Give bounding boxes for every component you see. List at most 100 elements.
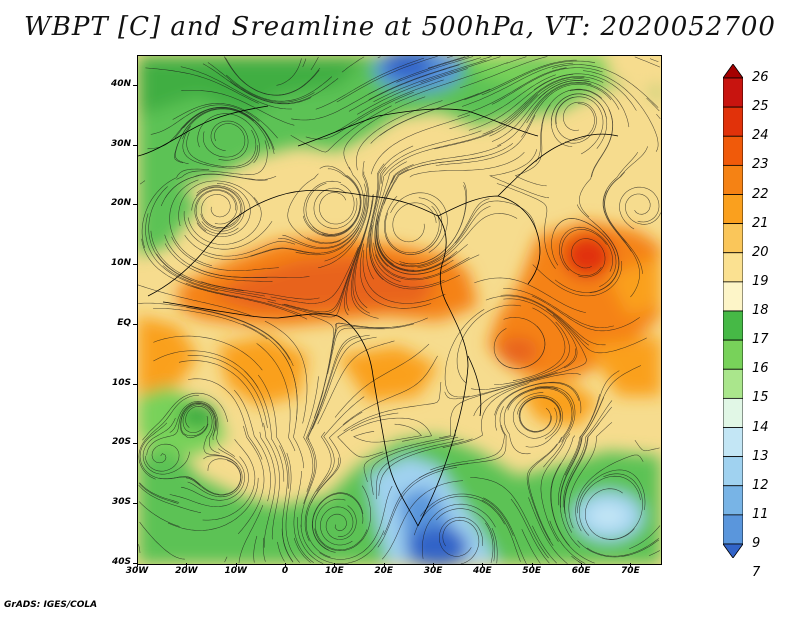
streamline <box>150 230 244 292</box>
streamline <box>563 406 613 514</box>
streamline <box>303 180 353 236</box>
streamline <box>356 100 443 171</box>
streamline <box>201 281 320 300</box>
streamline <box>314 485 371 551</box>
streamline <box>392 202 437 243</box>
streamline <box>186 307 290 360</box>
streamline <box>474 277 586 313</box>
streamline <box>417 213 518 269</box>
streamline <box>257 374 290 489</box>
streamline <box>394 62 508 104</box>
legend-level-label: 12 <box>752 477 769 493</box>
streamline <box>224 556 228 563</box>
streamline <box>376 220 458 271</box>
streamline <box>528 314 587 382</box>
streamline <box>186 129 257 168</box>
streamline <box>325 505 357 540</box>
streamline <box>493 325 546 369</box>
streamline <box>435 508 495 562</box>
streamline <box>303 376 319 492</box>
lat-label: 10N <box>110 258 131 269</box>
streamline <box>138 485 201 513</box>
streamline <box>503 288 614 328</box>
lon-label: 60E <box>571 566 591 576</box>
streamline <box>304 431 332 542</box>
streamline <box>449 74 556 130</box>
streamline <box>350 417 433 442</box>
streamline <box>139 482 180 503</box>
lat-label: EQ <box>117 317 131 328</box>
streamline <box>187 355 268 429</box>
streamline <box>201 194 235 228</box>
legend-swatch <box>723 106 743 137</box>
streamline <box>471 348 576 390</box>
streamline <box>369 166 387 281</box>
streamline <box>518 396 562 433</box>
streamline <box>196 183 251 237</box>
streamline <box>604 146 648 244</box>
streamline <box>194 189 238 232</box>
lat-label: 30N <box>110 138 131 149</box>
streamline <box>485 295 590 346</box>
lat-tick <box>133 563 137 564</box>
streamline <box>559 226 613 272</box>
streamline <box>295 183 367 256</box>
lon-tick <box>334 563 336 567</box>
lon-tick <box>531 563 533 567</box>
legend-swatch <box>723 514 743 545</box>
streamline <box>138 395 199 480</box>
streamline <box>305 91 414 140</box>
streamline <box>264 320 308 424</box>
streamline <box>293 470 314 564</box>
legend-level-label: 13 <box>752 448 769 464</box>
streamline <box>497 82 592 147</box>
streamline <box>185 283 302 315</box>
streamline <box>367 145 414 248</box>
streamline <box>353 423 422 443</box>
streamline <box>531 295 640 332</box>
streamline <box>491 67 603 105</box>
streamline <box>561 229 607 276</box>
streamline <box>473 373 581 417</box>
legend-swatch <box>723 194 743 225</box>
legend-swatch <box>723 543 743 558</box>
streamline <box>233 389 271 502</box>
streamline <box>184 234 296 257</box>
streamline <box>514 104 551 187</box>
streamline <box>534 386 576 468</box>
streamline <box>169 456 249 507</box>
streamline <box>528 436 562 541</box>
lon-tick <box>235 563 237 567</box>
streamline <box>343 96 426 170</box>
streamline <box>187 197 262 245</box>
streamline <box>564 370 620 476</box>
streamline <box>317 340 395 425</box>
streamline <box>144 443 180 472</box>
streamline <box>586 538 660 557</box>
streamline <box>300 524 385 564</box>
lon-tick <box>186 563 188 567</box>
streamline <box>447 56 453 58</box>
streamline <box>178 360 264 428</box>
streamline <box>307 335 358 440</box>
lon-label: 30W <box>125 566 149 576</box>
streamline <box>579 475 641 536</box>
streamline <box>494 382 580 431</box>
lat-label: 20N <box>110 198 131 209</box>
legend-level-label: 24 <box>752 128 769 144</box>
streamline <box>374 219 454 275</box>
streamline <box>302 174 362 237</box>
streamline <box>533 73 637 111</box>
streamline <box>619 186 660 230</box>
streamline <box>583 70 659 152</box>
streamline <box>377 56 381 59</box>
streamline <box>363 429 456 482</box>
legend-swatch <box>723 485 743 516</box>
streamline <box>226 74 333 102</box>
lat-tick <box>133 323 137 325</box>
streamline <box>270 246 359 304</box>
streamline <box>376 235 468 272</box>
streamline <box>331 317 428 351</box>
streamline <box>362 250 446 304</box>
streamline <box>359 243 432 309</box>
